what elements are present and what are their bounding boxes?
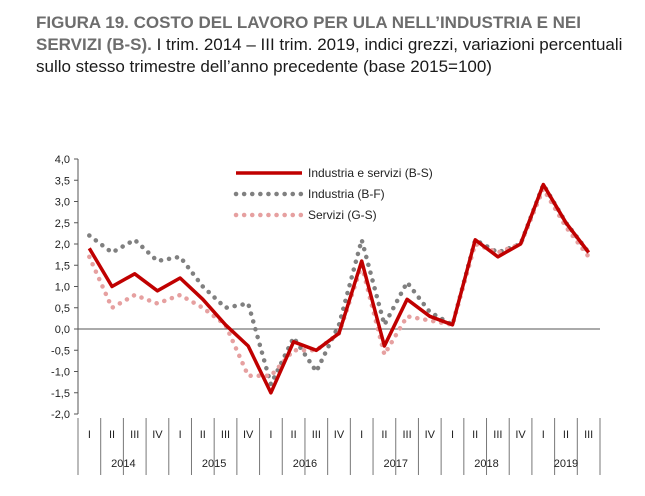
y-tick-label: 4,0 bbox=[55, 154, 70, 166]
x-tick-label: IV bbox=[425, 429, 436, 441]
x-tick-label: I bbox=[269, 429, 272, 441]
x-tick-label: I bbox=[360, 429, 363, 441]
figure-label: FIGURA 19. COSTO DEL LAVORO PER ULA NELL… bbox=[36, 13, 581, 54]
y-tick-label: 3,0 bbox=[55, 197, 70, 209]
y-tick-label: 0,0 bbox=[55, 324, 70, 336]
x-year-label: 2017 bbox=[383, 458, 407, 470]
x-tick-label: IV bbox=[243, 429, 254, 441]
x-tick-label: I bbox=[542, 429, 545, 441]
y-tick-label: 1,5 bbox=[55, 260, 70, 272]
y-tick-label: -2,0 bbox=[51, 409, 70, 421]
figure-caption: FIGURA 19. COSTO DEL LAVORO PER ULA NELL… bbox=[36, 12, 636, 78]
legend-label: Industria e servizi (B-S) bbox=[308, 166, 433, 180]
legend-label: Servizi (G-S) bbox=[308, 208, 377, 222]
y-tick-label: 2,0 bbox=[55, 239, 70, 251]
series-line-1 bbox=[87, 182, 591, 395]
y-tick-label: 2,5 bbox=[55, 218, 70, 230]
x-tick-label: IV bbox=[515, 429, 526, 441]
legend-label: Industria (B-F) bbox=[308, 187, 385, 201]
figure-description: I trim. 2014 – III trim. 2019, indici gr… bbox=[36, 35, 623, 76]
x-tick-label: III bbox=[221, 429, 230, 441]
x-tick-label: I bbox=[88, 429, 91, 441]
x-year-label: 2016 bbox=[293, 458, 317, 470]
y-tick-label: -0,5 bbox=[51, 345, 70, 357]
x-tick-label: II bbox=[200, 429, 206, 441]
x-year-label: 2018 bbox=[474, 458, 498, 470]
x-tick-label: IV bbox=[334, 429, 345, 441]
x-tick-label: II bbox=[472, 429, 478, 441]
x-tick-label: III bbox=[584, 429, 593, 441]
x-tick-label: I bbox=[179, 429, 182, 441]
x-tick-label: II bbox=[291, 429, 297, 441]
y-tick-label: 1,0 bbox=[55, 282, 70, 294]
x-tick-label: III bbox=[403, 429, 412, 441]
x-tick-label: I bbox=[451, 429, 454, 441]
x-tick-label: III bbox=[130, 429, 139, 441]
y-tick-label: -1,5 bbox=[51, 388, 70, 400]
x-year-label: 2015 bbox=[202, 458, 226, 470]
x-tick-label: IV bbox=[152, 429, 163, 441]
x-tick-label: III bbox=[312, 429, 321, 441]
x-year-label: 2014 bbox=[111, 458, 135, 470]
series-line-2 bbox=[87, 182, 591, 387]
y-tick-label: 3,5 bbox=[55, 175, 70, 187]
x-tick-label: II bbox=[381, 429, 387, 441]
x-tick-label: II bbox=[563, 429, 569, 441]
y-tick-label: 0,5 bbox=[55, 303, 70, 315]
y-tick-label: -1,0 bbox=[51, 367, 70, 379]
x-tick-label: II bbox=[109, 429, 115, 441]
x-year-label: 2019 bbox=[554, 458, 578, 470]
x-tick-label: III bbox=[493, 429, 502, 441]
